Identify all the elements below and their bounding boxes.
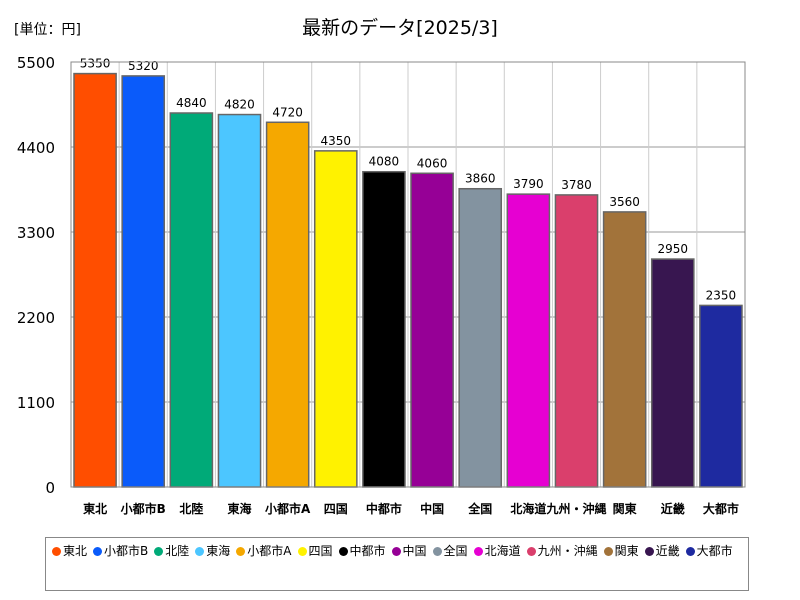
x-tick-label: 四国 xyxy=(324,502,348,516)
value-label: 2350 xyxy=(706,288,737,302)
y-tick-label: 2200 xyxy=(17,309,55,327)
legend-item: 大都市 xyxy=(685,542,733,561)
unit-label: [単位：円] xyxy=(14,22,81,38)
x-tick-label: 九州・沖縄 xyxy=(545,501,606,516)
x-tick-label: 関東 xyxy=(613,501,637,516)
legend-item: 中国 xyxy=(391,542,427,561)
legend-label: 北海道 xyxy=(484,544,521,558)
legend-dot-icon xyxy=(644,547,654,556)
legend-label: 小都市B xyxy=(104,544,149,558)
legend-label: 近畿 xyxy=(655,544,680,558)
value-label: 4060 xyxy=(417,156,448,170)
bar xyxy=(699,304,743,488)
chart-title: 最新のデータ[2025/3] xyxy=(302,17,498,39)
x-tick-label: 小都市B xyxy=(121,501,166,516)
bar xyxy=(602,211,647,488)
bars xyxy=(73,72,743,488)
x-tick-label: 中都市 xyxy=(366,501,402,516)
value-label: 3560 xyxy=(609,195,640,209)
legend-label: 四国 xyxy=(308,544,333,558)
y-tick-label: 5500 xyxy=(17,54,55,72)
legend-dot-icon xyxy=(338,547,348,556)
legend-item: 北陸 xyxy=(154,542,189,561)
legend-item: 小都市B xyxy=(93,542,148,561)
bar xyxy=(458,187,503,488)
legend-label: 東北 xyxy=(63,544,88,558)
value-label: 4840 xyxy=(176,96,207,110)
legend-label: 全国 xyxy=(443,544,468,558)
legend-item: 九州・沖縄 xyxy=(526,542,598,561)
legend-dot-icon xyxy=(52,547,61,556)
value-label: 2950 xyxy=(658,242,689,256)
legend-dot-icon xyxy=(236,547,246,556)
legend-dot-icon xyxy=(195,547,205,556)
legend-item: 近畿 xyxy=(644,542,680,561)
x-tick-label: 東北 xyxy=(83,501,107,516)
legend-label: 東海 xyxy=(206,544,231,558)
x-tick-label: 全国 xyxy=(467,501,492,516)
y-tick-labels: 0 1100 2200 3300 4400 5500 xyxy=(17,54,55,497)
x-tick-label: 中国 xyxy=(420,501,444,516)
x-tick-labels: 東北 小都市B 北陸 東海 小都市A 四国 中都市 中国 全国 北海道 九州・沖縄 関東 近畿 大都市 xyxy=(83,501,739,516)
x-tick-label: 近畿 xyxy=(661,501,685,516)
legend-label: 九州・沖縄 xyxy=(537,544,598,558)
value-label: 4720 xyxy=(272,105,303,119)
legend-dot-icon xyxy=(526,547,536,556)
legend-label: 大都市 xyxy=(696,544,733,558)
legend-item: 関東 xyxy=(603,542,639,561)
value-label: 3860 xyxy=(465,172,496,186)
legend-dot-icon xyxy=(93,547,103,556)
y-tick-label: 1100 xyxy=(17,394,55,412)
x-tick-label: 大都市 xyxy=(703,501,739,516)
legend-label: 北陸 xyxy=(165,544,190,558)
legend-dot-icon xyxy=(391,547,401,556)
legend-dot-icon xyxy=(473,547,483,556)
bar xyxy=(121,75,166,488)
value-label: 4820 xyxy=(224,98,255,112)
bar xyxy=(73,72,117,488)
bar xyxy=(362,170,406,488)
legend-item: 全国 xyxy=(432,542,468,561)
bar xyxy=(650,258,695,488)
value-label: 4350 xyxy=(321,134,352,148)
legend: 東北 小都市B 北陸 東海 小都市A 四国 中都市 中国 全国 北海道 九州・沖縄 関東 近畿 大都市 xyxy=(45,537,749,591)
legend-label: 関東 xyxy=(614,544,639,558)
legend-item: 東北 xyxy=(52,542,87,561)
legend-item: 小都市A xyxy=(236,542,292,561)
value-label: 5350 xyxy=(80,57,111,71)
value-label: 4080 xyxy=(369,155,400,169)
x-tick-label: 小都市A xyxy=(265,501,311,516)
legend-item: 中都市 xyxy=(338,542,386,561)
legend-label: 中国 xyxy=(402,544,427,558)
legend-label: 小都市A xyxy=(247,544,292,558)
legend-label: 中都市 xyxy=(349,544,386,558)
x-tick-label: 東海 xyxy=(227,501,251,516)
bar xyxy=(554,194,599,488)
value-label: 3780 xyxy=(561,178,592,192)
legend-dot-icon xyxy=(603,547,613,556)
x-tick-label: 北海道 xyxy=(510,501,546,516)
legend-dot-icon xyxy=(154,547,164,556)
bar-chart: 5350 5320 4840 4820 4720 4350 4080 4060 3860 3790… xyxy=(17,54,746,516)
plot-frame xyxy=(70,61,746,488)
value-label: 3790 xyxy=(513,177,544,191)
y-tick-label: 3300 xyxy=(17,224,55,242)
legend-item: 北海道 xyxy=(473,542,521,561)
legend-item: 四国 xyxy=(297,542,333,561)
legend-dot-icon xyxy=(432,547,442,556)
bar xyxy=(313,150,358,488)
value-label: 5320 xyxy=(128,59,159,73)
bar xyxy=(169,112,214,488)
bar xyxy=(506,193,551,488)
bar xyxy=(410,172,454,488)
legend-dot-icon xyxy=(685,547,695,556)
bar xyxy=(217,113,262,488)
bar xyxy=(265,121,310,488)
y-tick-label: 0 xyxy=(45,479,55,497)
y-tick-label: 4400 xyxy=(17,139,55,157)
legend-item: 東海 xyxy=(195,542,230,561)
x-tick-label: 北陸 xyxy=(179,501,203,516)
legend-dot-icon xyxy=(297,547,307,556)
